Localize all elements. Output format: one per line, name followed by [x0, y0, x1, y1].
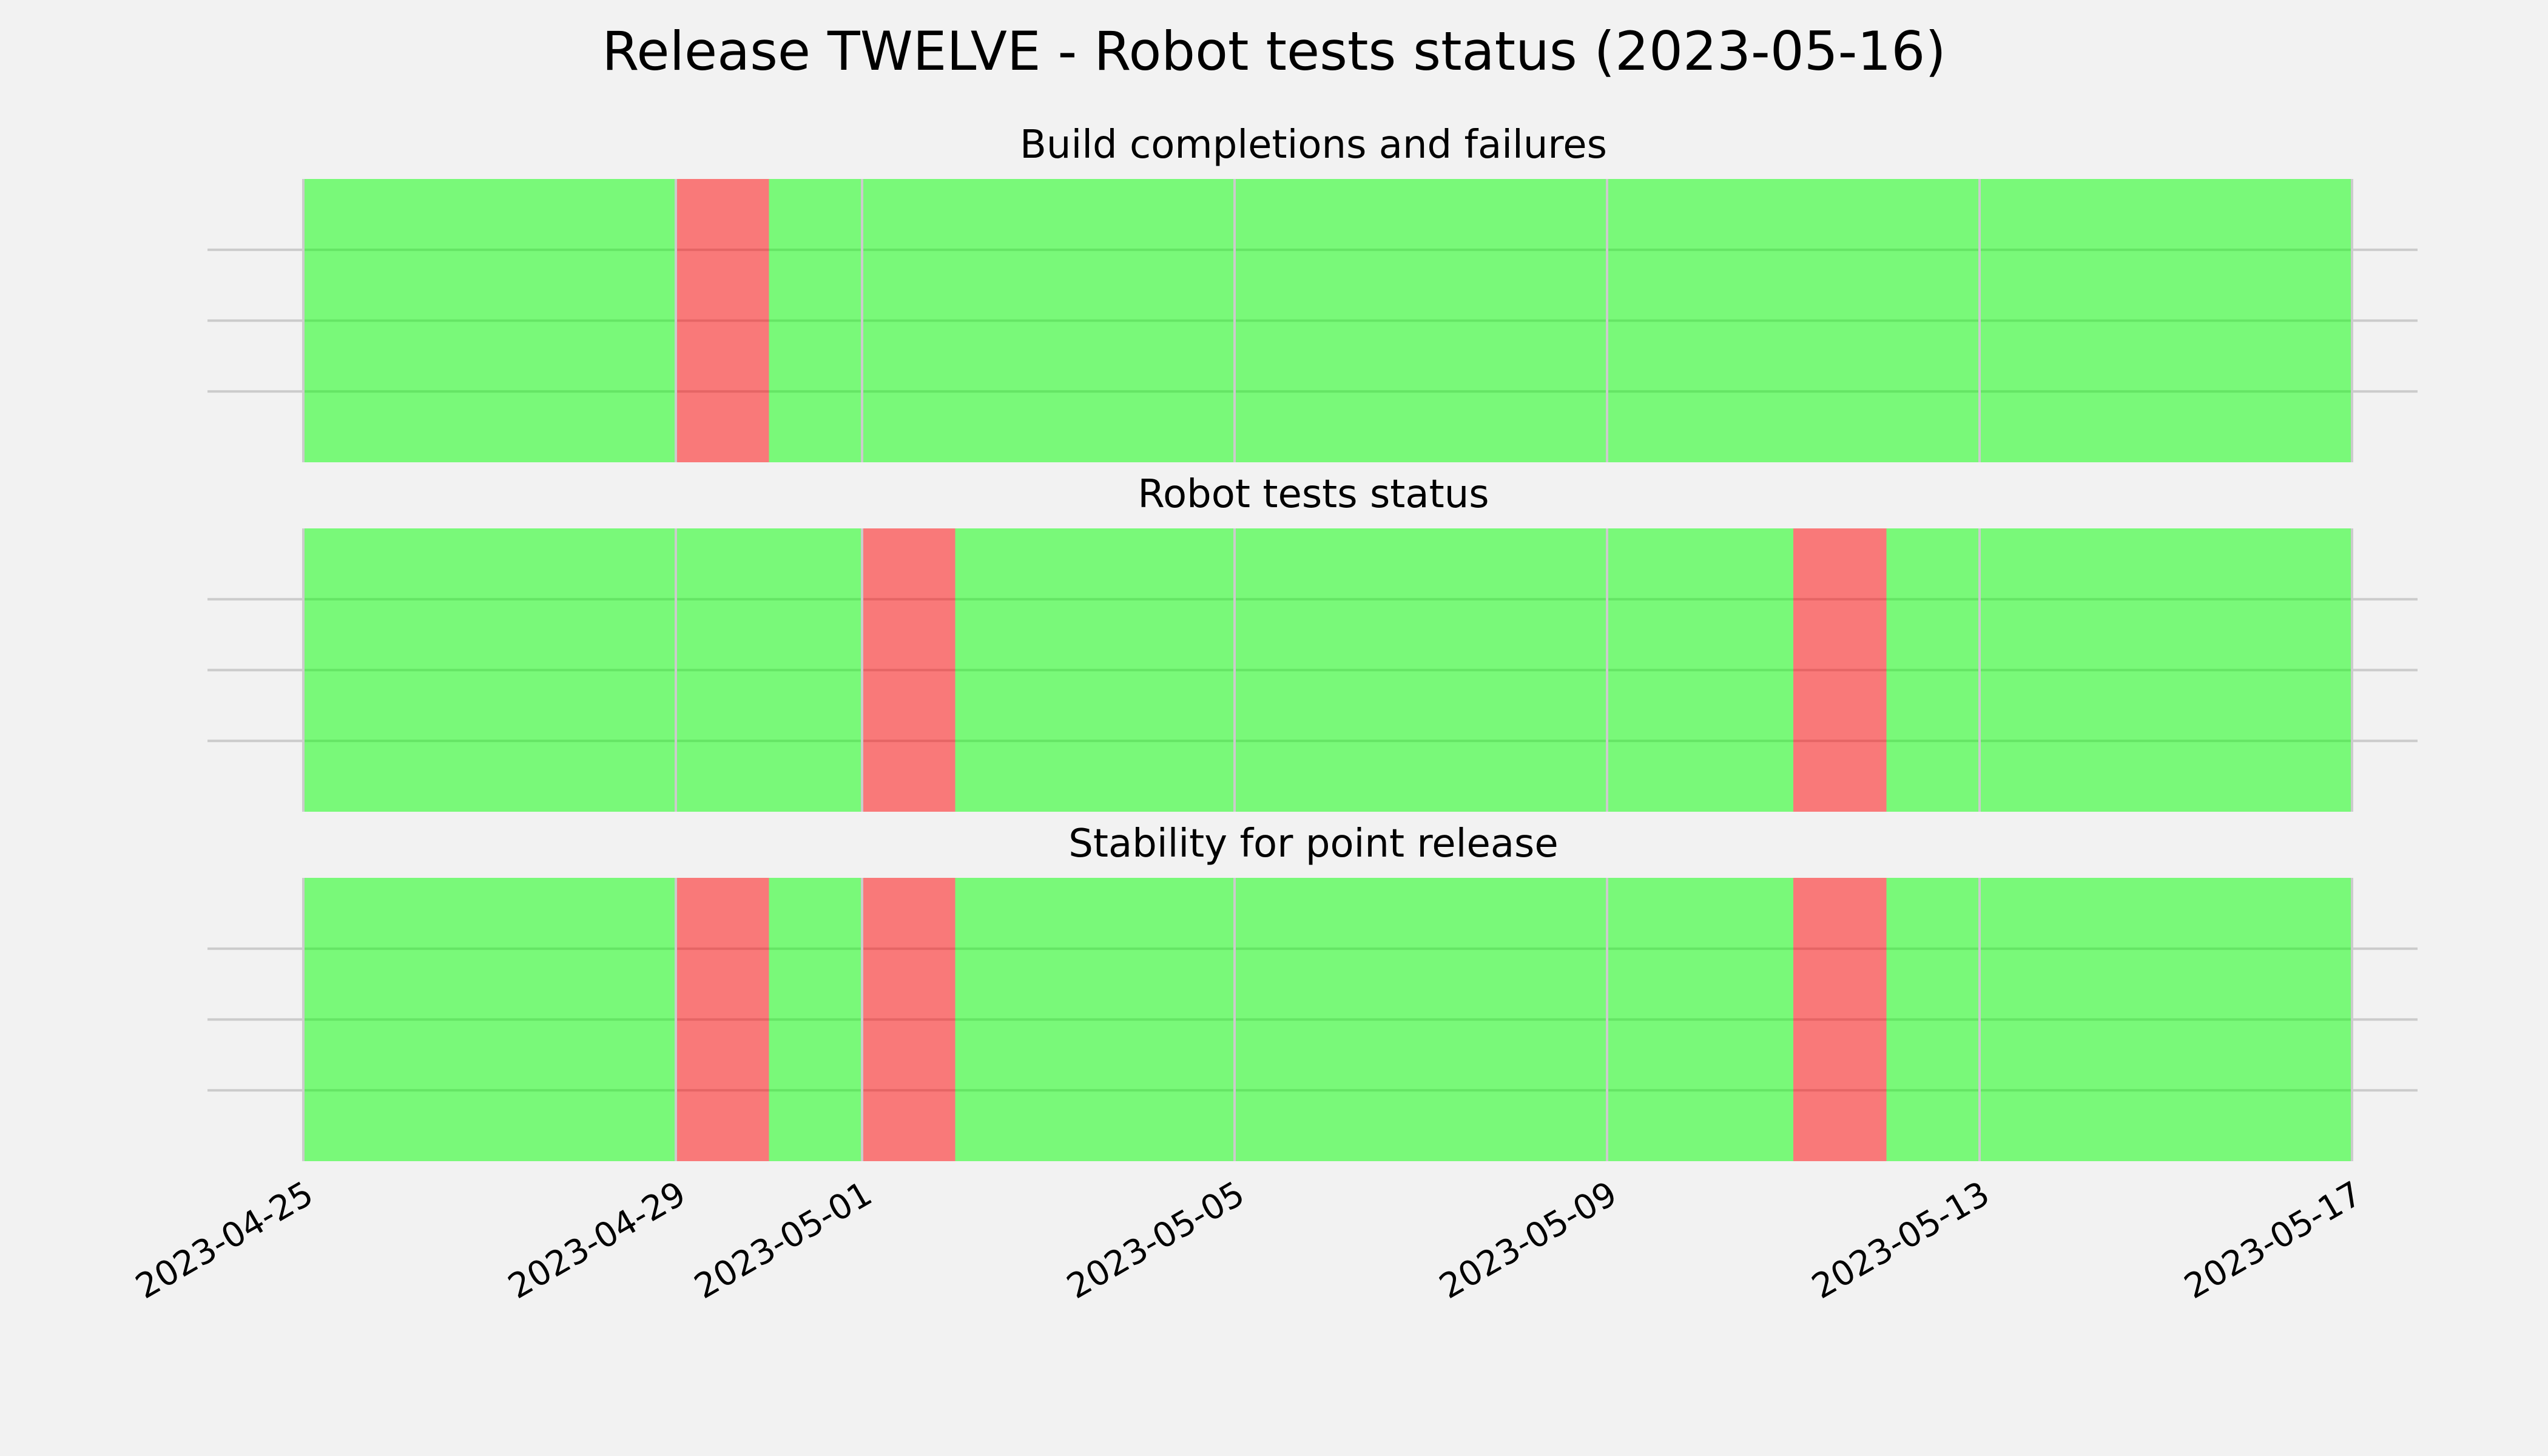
status-bar-stability-2023-04-27	[490, 878, 583, 1161]
status-bar-build-2023-05-02	[955, 179, 1048, 462]
status-bar-build-2023-05-15	[2166, 179, 2259, 462]
status-bar-build-2023-05-12	[1886, 179, 1980, 462]
panel-stability: Stability for point release	[207, 821, 2418, 1161]
chart-title: Release TWELVE - Robot tests status (202…	[602, 20, 1946, 83]
status-bar-build-2023-05-08	[1514, 179, 1607, 462]
status-bar-robot-2023-05-02	[955, 528, 1048, 812]
status-bar-stability-2023-05-07	[1421, 878, 1514, 1161]
status-bar-stability-2023-05-08	[1514, 878, 1607, 1161]
status-bar-stability-2023-04-30	[769, 878, 862, 1161]
status-bar-build-2023-04-26	[396, 179, 490, 462]
panel-title-robot: Robot tests status	[1138, 472, 1489, 517]
status-bar-robot-2023-05-01	[862, 528, 956, 812]
status-bar-build-2023-04-28	[582, 179, 676, 462]
panel-stability-vgrid	[302, 878, 2353, 1161]
status-bar-build-2023-05-06	[1327, 179, 1421, 462]
status-bar-robot-2023-04-28	[582, 528, 676, 812]
panel-build-bars	[303, 179, 2352, 462]
status-bar-build-2023-05-09	[1607, 179, 1700, 462]
panel-robot-bars	[303, 528, 2352, 812]
status-bar-stability-2023-05-03	[1048, 878, 1142, 1161]
status-bar-stability-2023-05-10	[1700, 878, 1793, 1161]
status-bar-robot-2023-05-06	[1327, 528, 1421, 812]
status-bar-build-2023-05-10	[1700, 179, 1793, 462]
status-bar-stability-2023-05-02	[955, 878, 1048, 1161]
status-bar-robot-2023-05-04	[1141, 528, 1235, 812]
status-bar-robot-2023-05-09	[1607, 528, 1700, 812]
status-bar-robot-2023-04-26	[396, 528, 490, 812]
panel-build: Build completions and failures	[207, 123, 2418, 462]
status-bar-stability-2023-04-25	[303, 878, 397, 1161]
status-bar-build-2023-05-05	[1235, 179, 1328, 462]
status-bar-stability-2023-05-09	[1607, 878, 1700, 1161]
status-bar-robot-2023-05-07	[1421, 528, 1514, 812]
status-bar-stability-2023-05-11	[1793, 878, 1887, 1161]
status-bar-build-2023-05-13	[1980, 179, 2073, 462]
status-bar-stability-2023-05-01	[862, 878, 956, 1161]
status-bar-stability-2023-04-29	[676, 878, 769, 1161]
status-bar-robot-2023-05-14	[2072, 528, 2166, 812]
status-bar-robot-2023-05-10	[1700, 528, 1793, 812]
panel-build-vgrid	[302, 179, 2353, 462]
panel-robot: Robot tests status	[207, 472, 2418, 812]
status-bar-build-2023-05-01	[862, 179, 956, 462]
status-bar-robot-2023-05-13	[1980, 528, 2073, 812]
status-bar-stability-2023-05-16	[2259, 878, 2352, 1161]
status-bar-robot-2023-04-29	[676, 528, 769, 812]
status-bar-robot-2023-05-11	[1793, 528, 1887, 812]
status-bar-robot-2023-04-25	[303, 528, 397, 812]
status-bar-stability-2023-05-04	[1141, 878, 1235, 1161]
status-bar-stability-2023-04-28	[582, 878, 676, 1161]
status-bar-robot-2023-05-03	[1048, 528, 1142, 812]
panel-title-build: Build completions and failures	[1020, 123, 1607, 167]
status-bar-stability-2023-04-26	[396, 878, 490, 1161]
status-bar-stability-2023-05-12	[1886, 878, 1980, 1161]
status-bar-stability-2023-05-05	[1235, 878, 1328, 1161]
status-bar-build-2023-05-04	[1141, 179, 1235, 462]
status-bar-build-2023-04-27	[490, 179, 583, 462]
panel-title-stability: Stability for point release	[1068, 821, 1559, 866]
status-bar-build-2023-05-03	[1048, 179, 1142, 462]
status-bar-robot-2023-04-30	[769, 528, 862, 812]
status-bar-robot-2023-04-27	[490, 528, 583, 812]
status-bar-robot-2023-05-08	[1514, 528, 1607, 812]
status-bar-stability-2023-05-15	[2166, 878, 2259, 1161]
status-bar-build-2023-04-29	[676, 179, 769, 462]
status-bar-build-2023-04-30	[769, 179, 862, 462]
status-bar-build-2023-04-25	[303, 179, 397, 462]
status-bar-stability-2023-05-14	[2072, 878, 2166, 1161]
status-bar-stability-2023-05-13	[1980, 878, 2073, 1161]
status-bar-robot-2023-05-15	[2166, 528, 2259, 812]
status-bar-robot-2023-05-16	[2259, 528, 2352, 812]
panel-stability-bars	[303, 878, 2352, 1161]
status-bar-robot-2023-05-12	[1886, 528, 1980, 812]
status-bar-build-2023-05-14	[2072, 179, 2166, 462]
panel-robot-vgrid	[302, 528, 2353, 812]
status-bar-stability-2023-05-06	[1327, 878, 1421, 1161]
status-bar-build-2023-05-07	[1421, 179, 1514, 462]
status-bar-build-2023-05-16	[2259, 179, 2352, 462]
status-bar-build-2023-05-11	[1793, 179, 1887, 462]
status-bar-robot-2023-05-05	[1235, 528, 1328, 812]
